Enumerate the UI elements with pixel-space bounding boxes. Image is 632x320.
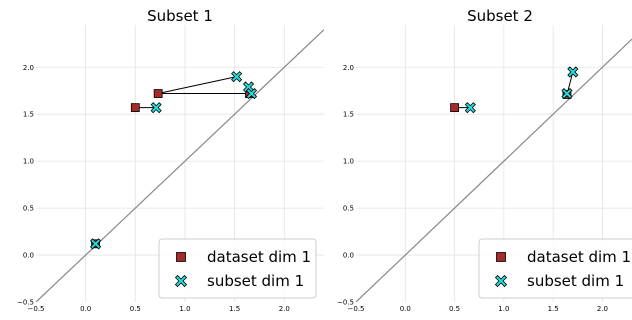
x-tick-labels: −0.5 0.0 0.5 1.0 1.5 2.0: [348, 305, 608, 313]
marker-subset: [494, 274, 508, 288]
marker-subset: [174, 274, 188, 288]
x-tick-labels: −0.5 0.0 0.5 1.0 1.5 2.0: [28, 305, 290, 313]
legend: dataset dim 1 subset dim 1: [158, 238, 317, 299]
y-tick-label: −0.5: [337, 299, 354, 307]
x-tick-label: 1.0: [179, 305, 190, 313]
marker-subset: [231, 71, 243, 83]
y-tick-label: 1.0: [23, 158, 34, 166]
x-tick-label: 1.0: [498, 305, 509, 313]
series-subset: [464, 66, 579, 114]
x-tick-label: 0.5: [449, 305, 460, 313]
x-tick-label: 2.0: [279, 305, 290, 313]
diagonal-line: [36, 29, 324, 302]
x-tick-label: 1.5: [229, 305, 240, 313]
x-tick-label: −0.5: [28, 305, 45, 313]
marker-dataset: [130, 103, 140, 113]
marker-subset: [567, 66, 579, 78]
chart-title: Subset 2: [467, 7, 533, 25]
grid: [36, 25, 324, 302]
legend-label: dataset dim 1: [207, 248, 311, 266]
legend-box: [158, 238, 317, 299]
y-tick-labels: −0.5 0.0 0.5 1.0 1.5 2.0: [17, 64, 34, 307]
connector-line: [158, 76, 237, 95]
y-tick-label: 0.5: [343, 205, 354, 213]
legend: dataset dim 1 subset dim 1: [478, 238, 632, 299]
marker-subset: [464, 102, 476, 114]
x-tick-label: −0.5: [348, 305, 365, 313]
marker-dataset: [450, 103, 459, 113]
y-tick-labels: −0.5 0.0 0.5 1.0 1.5 2.0: [337, 64, 354, 307]
x-tick-label: 1.5: [548, 305, 559, 313]
y-tick-label: 2.0: [23, 64, 34, 72]
y-tick-label: 1.5: [23, 111, 34, 119]
x-tick-label: 2.0: [597, 305, 608, 313]
series-dataset: [91, 89, 254, 249]
chart-subset-2: Subset 2 −0.5 0.0 0.5 1.0 1.5 2.0 −0.5 0.0 0.5 1.…: [337, 7, 632, 313]
plot-area: −0.5 0.0 0.5 1.0 1.5 2.0 −0.5 0.0 0.5 1.0 1.5 2.0: [17, 25, 324, 313]
legend-label: subset dim 1: [207, 272, 304, 290]
x-tick-label: 0.0: [80, 305, 91, 313]
marker-dataset: [153, 89, 163, 98]
y-tick-label: −0.5: [17, 299, 34, 307]
y-tick-label: 1.5: [343, 111, 354, 119]
legend-label: dataset dim 1: [527, 248, 631, 266]
y-tick-label: 1.0: [343, 158, 354, 166]
x-tick-label: 0.5: [130, 305, 141, 313]
y-tick-label: 2.0: [343, 64, 354, 72]
marker-subset: [90, 238, 102, 250]
legend-label: subset dim 1: [527, 272, 624, 290]
series-subset: [90, 71, 258, 250]
legend-box: [478, 238, 632, 299]
y-tick-label: 0.0: [343, 252, 354, 260]
marker-dataset: [176, 252, 186, 262]
connector-lines: [454, 71, 574, 109]
marker-subset: [561, 87, 573, 100]
chart-title: Subset 1: [147, 7, 213, 25]
marker-dataset: [496, 252, 506, 262]
chart-subset-1: Subset 1 −0.5 0.0 0.5 1.0 1.5 2.0 −0.5 0.0 0.5 1.…: [17, 7, 324, 313]
y-tick-label: 0.0: [23, 252, 34, 260]
marker-subset: [150, 102, 162, 114]
y-tick-label: 0.5: [23, 205, 34, 213]
diagonal-line: [356, 38, 632, 302]
marker-subset: [245, 87, 258, 100]
x-tick-label: 0.0: [400, 305, 411, 313]
